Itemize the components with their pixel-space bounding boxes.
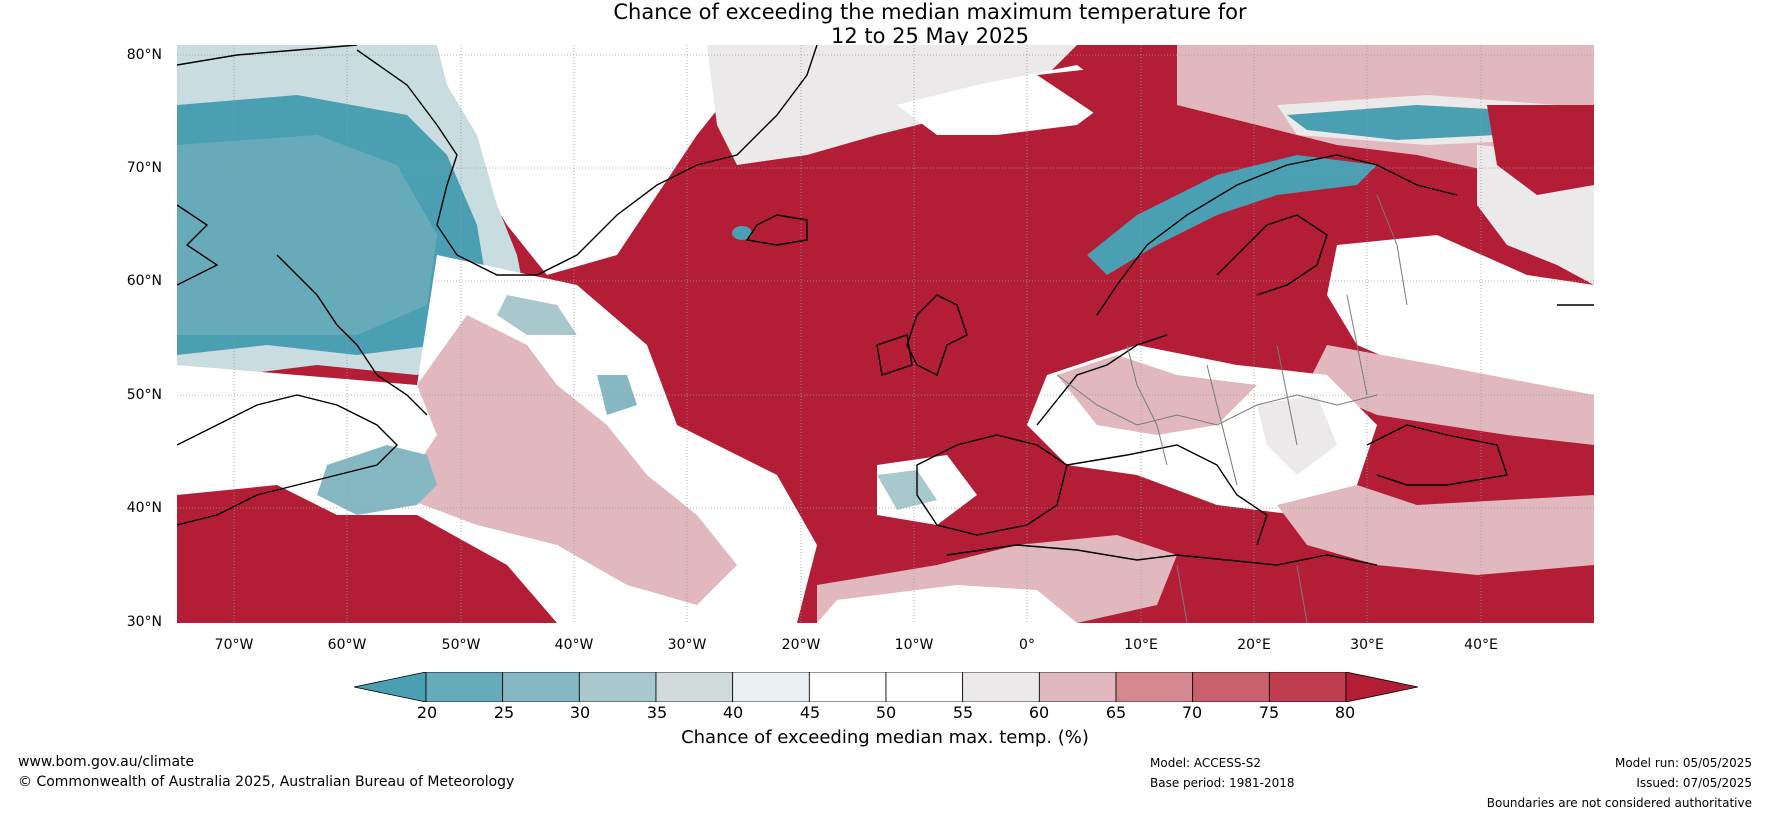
colorbar-tick-70: 70 [1181,703,1203,722]
lon-label-30e: 30°E [1350,637,1384,653]
colorbar-tick-50: 50 [875,703,897,722]
model-text: Model: ACCESS-S2 [1150,756,1262,770]
colorbar-tick-55: 55 [952,703,974,722]
colorbar [354,672,1418,702]
lon-label-40e: 40°E [1464,637,1498,653]
issued-text: Issued: 07/05/2025 [1636,776,1752,790]
colorbar-tick-25: 25 [493,703,515,722]
lon-label-20w: 20°W [781,637,821,653]
colorbar-segment [1115,672,1194,702]
colorbar-segment [1192,672,1270,702]
lat-label-30n: 30°N [126,614,162,630]
colorbar-segment [885,672,964,702]
colorbar-segment [962,672,1040,702]
colorbar-tick-40: 40 [722,703,744,722]
base-period-text: Base period: 1981-2018 [1150,776,1295,790]
lon-label-60w: 60°W [327,637,367,653]
lat-label-70n: 70°N [126,160,162,176]
lon-label-10e: 10°E [1124,637,1158,653]
lon-label-20e: 20°E [1237,637,1271,653]
colorbar-segment [578,672,657,702]
colorbar-tick-80: 80 [1334,703,1356,722]
colorbar-tick-20: 20 [416,703,438,722]
colorbar-segment [808,672,887,702]
colorbar-segment [732,672,810,702]
colorbar-segment [655,672,734,702]
title-line-1: Chance of exceeding the median maximum t… [613,0,1247,24]
map-title: Chance of exceeding the median maximum t… [0,0,1770,48]
copyright-text: © Commonwealth of Australia 2025, Austra… [18,774,515,790]
colorbar-segment [1038,672,1117,702]
lat-label-40n: 40°N [126,500,162,516]
colorbar-tick-65: 65 [1105,703,1127,722]
colorbar-segment [502,672,580,702]
model-run-text: Model run: 05/05/2025 [1614,756,1752,770]
lat-label-50n: 50°N [126,387,162,403]
lon-label-40w: 40°W [554,637,594,653]
website-link[interactable]: www.bom.gov.au/climate [18,754,195,770]
lat-label-60n: 60°N [126,273,162,289]
colorbar-segment [425,672,504,702]
colorbar-tick-35: 35 [646,703,668,722]
colorbar-tick-60: 60 [1028,703,1050,722]
lon-label-0: 0° [1019,637,1035,653]
colorbar-tick-45: 45 [799,703,821,722]
lon-label-30w: 30°W [667,637,707,653]
colorbar-extension-high [1345,672,1418,702]
colorbar-tick-75: 75 [1258,703,1280,722]
disclaimer-text: Boundaries are not considered authoritat… [1486,796,1752,810]
lon-label-10w: 10°W [894,637,934,653]
lon-label-70w: 70°W [214,637,254,653]
title-line-2: 12 to 25 May 2025 [830,24,1030,48]
colorbar-extension-low [354,672,427,702]
lon-label-50w: 50°W [441,637,481,653]
lat-label-80n: 80°N [126,47,162,63]
probability-map [177,45,1594,623]
colorbar-segment [1268,672,1347,702]
colorbar-label: Chance of exceeding median max. temp. (%… [681,727,1089,748]
colorbar-tick-30: 30 [569,703,591,722]
